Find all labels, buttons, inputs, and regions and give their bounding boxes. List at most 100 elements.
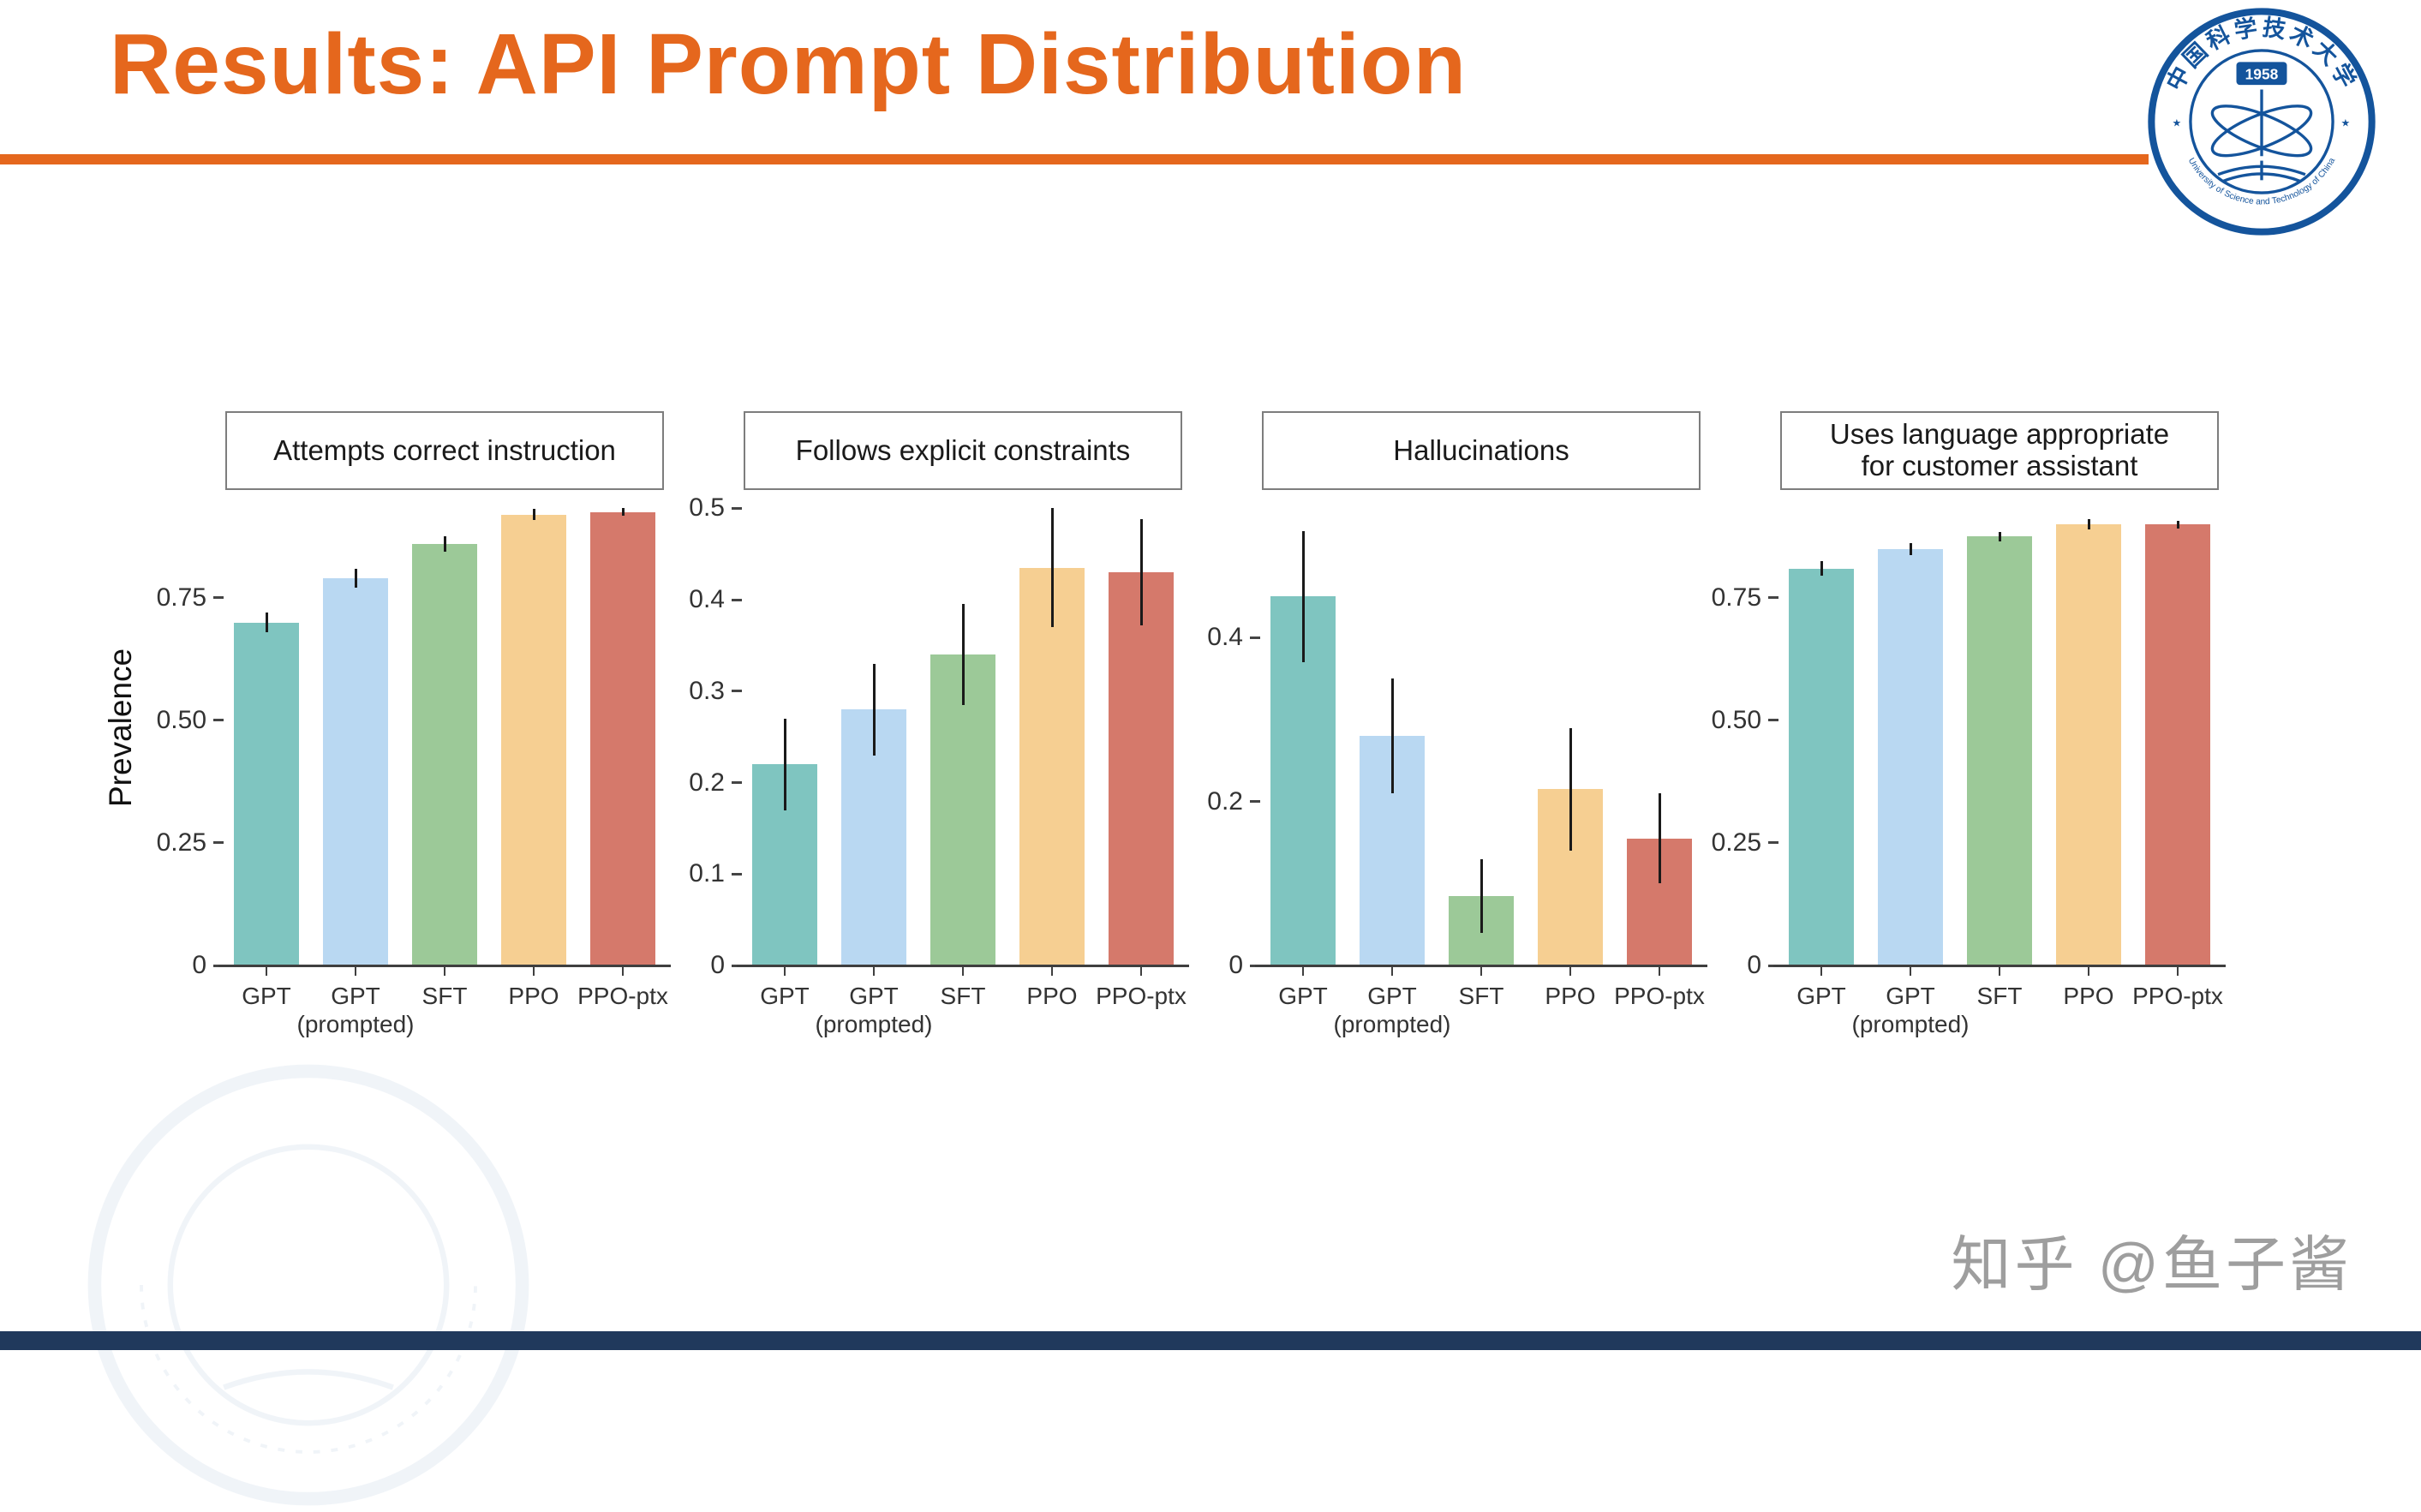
bar-slot-ppo: PPO xyxy=(1538,490,1603,1009)
bar-slot-sft: SFT xyxy=(930,490,995,1009)
chart-title-line: Attempts correct instruction xyxy=(273,433,616,466)
error-bar-ppo-ptx xyxy=(621,508,625,517)
x-axis-line xyxy=(218,965,671,967)
error-bar-ppo xyxy=(2087,519,2090,529)
x-tick-label-ppo: PPO xyxy=(439,982,628,1010)
x-tick-label-line: GPT xyxy=(331,983,380,1009)
x-tick-mark xyxy=(1569,966,1571,976)
error-bar-ppo-ptx xyxy=(1658,793,1661,884)
bar-gpt-prompted xyxy=(323,578,388,965)
y-tick-label: 0.25 xyxy=(156,828,206,857)
x-tick-mark xyxy=(2088,966,2089,976)
x-tick-label-sft: SFT xyxy=(350,982,539,1010)
bar-gpt-prompted xyxy=(1878,548,1943,965)
error-bar-ppo xyxy=(1569,727,1572,852)
y-tick-label: 0.50 xyxy=(1711,705,1761,734)
x-tick-label-ppo-ptx: PPO-ptx xyxy=(1047,982,1235,1010)
x-axis-line xyxy=(1255,965,1707,967)
bar-slot-gpt: GPT xyxy=(1270,490,1336,1009)
x-tick-label-line: SFT xyxy=(421,983,468,1009)
chart-title: Uses language appropriate for customer as… xyxy=(1780,411,2219,490)
bar-slot-gpt-prompted: GPT (prompted) xyxy=(1334,490,1450,1037)
y-tick-label: 0 xyxy=(1747,951,1761,979)
error-bar-gpt xyxy=(783,718,786,810)
bar-ppo xyxy=(1019,567,1085,965)
y-tick-mark xyxy=(1768,719,1778,722)
y-tick-label: 0.50 xyxy=(156,705,206,734)
x-tick-mark xyxy=(1051,966,1053,976)
chart-title-line: for customer assistant xyxy=(1861,450,2138,481)
bar-sft xyxy=(930,654,995,965)
bar-slot-sft: SFT xyxy=(1967,490,2032,1009)
x-tick-label-line: PPO xyxy=(2063,983,2114,1009)
bar-slot-ppo-ptx: PPO-ptx xyxy=(577,490,668,1009)
bar-gpt xyxy=(234,622,299,965)
y-tick-mark xyxy=(732,872,742,876)
bar-slot-ppo-ptx: PPO-ptx xyxy=(1614,490,1705,1009)
chart-title-line: Hallucinations xyxy=(1393,433,1569,466)
x-tick-label-gpt: GPT xyxy=(1727,982,1916,1010)
x-tick-mark xyxy=(1391,966,1393,976)
x-tick-mark xyxy=(355,966,356,976)
charts-row: Prevalence Attempts correct instruction … xyxy=(103,411,2236,1062)
x-tick-label-line: SFT xyxy=(1458,983,1504,1009)
bar-ppo-ptx xyxy=(590,511,655,965)
x-tick-label-line: (prompted) xyxy=(296,1011,415,1038)
x-tick-mark xyxy=(1140,966,1142,976)
x-tick-label-line: SFT xyxy=(1976,983,2023,1009)
error-bar-gpt xyxy=(1820,560,1823,577)
y-tick-mark xyxy=(1250,636,1260,639)
logo-star-right: ★ xyxy=(2340,117,2350,128)
error-bar-ppo xyxy=(532,508,535,521)
x-tick-label-line: GPT xyxy=(849,983,899,1009)
x-tick-label-ppo: PPO xyxy=(1994,982,2183,1010)
x-tick-label-line: PPO xyxy=(1026,983,1078,1009)
logo-open-book xyxy=(2217,160,2306,183)
error-bar-sft xyxy=(1998,531,2001,542)
x-axis-line xyxy=(1773,965,2226,967)
bar-ppo-ptx xyxy=(1109,572,1174,965)
x-tick-label-gpt-prompted: GPT (prompted) xyxy=(261,982,450,1038)
error-bar-ppo xyxy=(1050,508,1054,628)
plot-area: GPT GPT (prompted) SFT PPO PPO-ptx xyxy=(218,490,671,1037)
faint-logo-icon xyxy=(87,1064,529,1506)
x-tick-label-ppo: PPO xyxy=(958,982,1146,1010)
error-bar-gpt-prompted xyxy=(1909,542,1912,555)
bar-ppo xyxy=(501,514,566,965)
bar-slot-gpt: GPT xyxy=(752,490,817,1009)
bar-sft xyxy=(412,543,477,965)
x-tick-label-ppo-ptx: PPO-ptx xyxy=(1565,982,1754,1010)
x-tick-mark xyxy=(784,966,786,976)
bar-slot-ppo: PPO xyxy=(2056,490,2121,1009)
chart-panel-customer-assistant-language: Uses language appropriate for customer as… xyxy=(1701,411,2226,1062)
bar-slot-gpt: GPT xyxy=(1789,490,1854,1009)
y-tick-label: 0.4 xyxy=(689,585,725,614)
error-bar-gpt-prompted xyxy=(1390,678,1394,794)
bar-slot-sft: SFT xyxy=(1449,490,1514,1009)
bar-slot-ppo: PPO xyxy=(501,490,566,1009)
bar-slot-gpt-prompted: GPT (prompted) xyxy=(1852,490,1969,1037)
title-underline xyxy=(0,154,2149,164)
y-tick-label: 0.2 xyxy=(1207,786,1243,816)
x-tick-mark xyxy=(2177,966,2179,976)
y-axis-ticks: 0 0.1 0.2 0.3 0.4 0.5 xyxy=(664,490,744,979)
y-tick-mark xyxy=(1768,841,1778,845)
x-tick-label-gpt: GPT xyxy=(172,982,361,1010)
x-tick-mark xyxy=(1480,966,1482,976)
bars-group: GPT GPT (prompted) SFT PPO PPO-ptx xyxy=(234,490,668,1037)
error-bar-sft xyxy=(961,604,965,705)
x-tick-label-line: PPO-ptx xyxy=(577,983,668,1009)
y-tick-label: 0.3 xyxy=(689,676,725,705)
ustc-logo: 中国科学技术大学 University of Science and Techn… xyxy=(2147,7,2376,236)
y-tick-label: 0 xyxy=(192,951,206,979)
bar-slot-ppo: PPO xyxy=(1019,490,1085,1009)
chart-title-line: Uses language appropriate xyxy=(1829,418,2170,451)
plot-area: GPT GPT (prompted) SFT PPO PPO-ptx xyxy=(737,490,1189,1037)
logo-star-left: ★ xyxy=(2172,117,2181,128)
x-tick-label-gpt: GPT xyxy=(690,982,879,1010)
x-tick-mark xyxy=(873,966,875,976)
watermark-text: 知乎 @鱼子酱 xyxy=(1951,1231,2352,1298)
x-tick-mark xyxy=(1999,966,2000,976)
y-tick-mark xyxy=(1768,596,1778,600)
bar-slot-gpt-prompted: GPT (prompted) xyxy=(816,490,932,1037)
